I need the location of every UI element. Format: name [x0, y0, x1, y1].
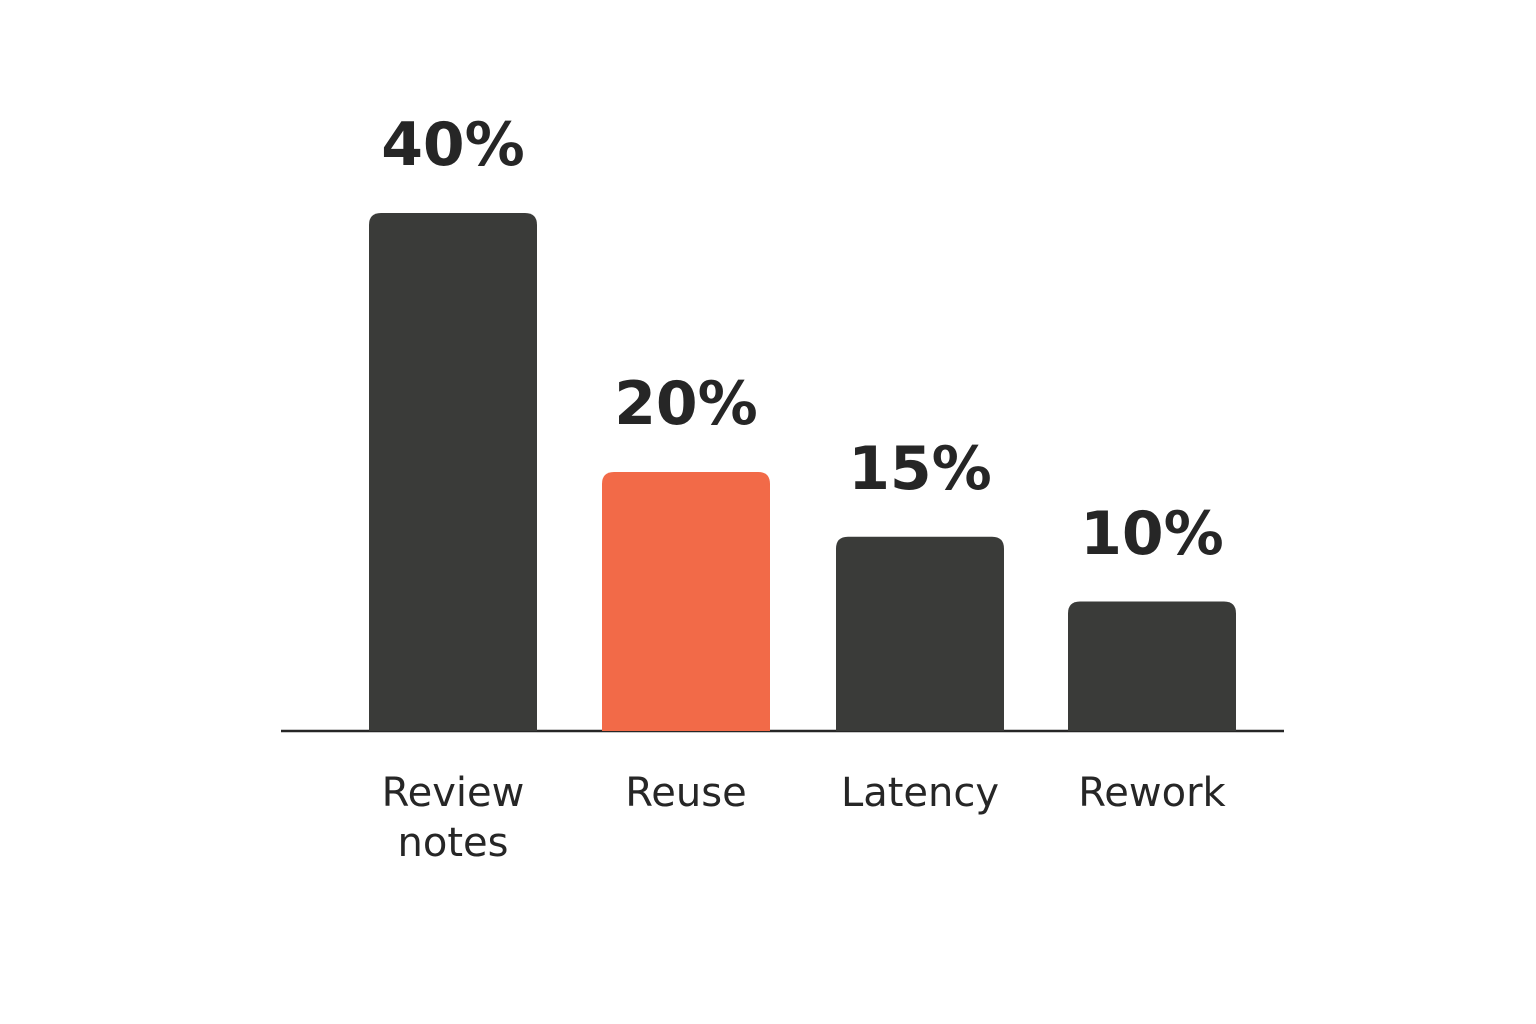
category-label: Review notes [381, 770, 525, 866]
category-label: Reuse [625, 770, 747, 816]
bar [602, 472, 770, 731]
bar [1068, 601, 1236, 731]
bar [369, 213, 537, 731]
value-label: 10% [1080, 498, 1224, 569]
category-label: Rework [1078, 770, 1226, 816]
value-label: 15% [848, 433, 992, 504]
bar [836, 536, 1004, 731]
value-label: 20% [614, 369, 758, 439]
value-label: 40% [381, 110, 525, 180]
category-label: Latency [840, 770, 1000, 816]
